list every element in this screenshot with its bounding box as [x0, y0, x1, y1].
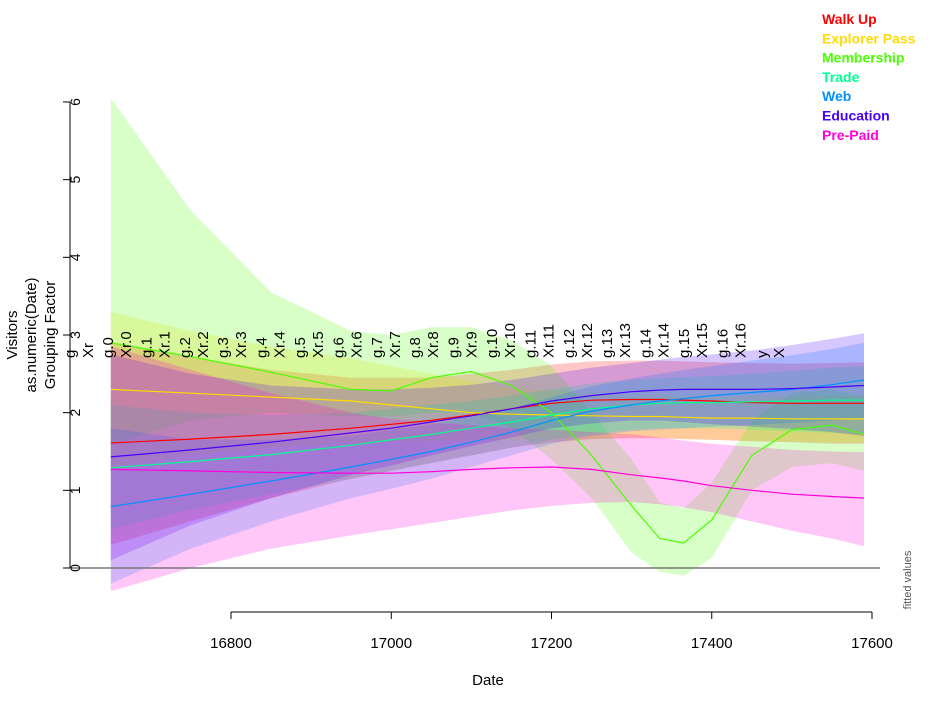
- legend-item-explorer-pass: Explorer Pass: [822, 30, 916, 46]
- term-labels: g Xr g.0 Xr.0 g.1 Xr.1 g.2 Xr.2 g.3 Xr.3 g.4 Xr.4 g.…: [62, 323, 788, 358]
- y-axis-label-grouping: Grouping Factor: [42, 281, 59, 389]
- fitted-lines: [110, 342, 865, 544]
- line-membership: [110, 342, 865, 544]
- line-walk-up: [110, 398, 864, 444]
- legend-item-membership: Membership: [822, 50, 904, 66]
- x-tick-label: 17000: [370, 635, 412, 652]
- x-axis: 16800 17000 17200 17400 17600: [210, 611, 893, 652]
- y-tick-label: 4: [67, 253, 83, 261]
- term-label: Xr.1: [156, 331, 173, 358]
- term-label: Xr: [80, 343, 97, 358]
- legend-item-education: Education: [822, 108, 890, 124]
- term-label: g.5: [292, 337, 309, 358]
- term-label: Xr.12: [579, 323, 596, 358]
- term-label: Xr.0: [118, 331, 135, 358]
- term-label: g: [62, 350, 79, 358]
- line-web: [110, 379, 865, 508]
- term-label: g.8: [407, 337, 424, 358]
- band-walk-up: [110, 342, 865, 545]
- x-axis-label: Date: [472, 672, 504, 689]
- band-membership: [110, 98, 865, 576]
- x-tick-label: 17200: [531, 635, 573, 652]
- term-label: Xr.7: [387, 331, 404, 358]
- term-label: g.9: [446, 337, 463, 358]
- legend: Walk Up Explorer Pass Membership Trade Web Ed…: [822, 11, 916, 143]
- x-tick-label: 16800: [210, 635, 252, 652]
- term-label: Xr.13: [617, 323, 634, 358]
- term-label: X: [771, 348, 788, 358]
- term-label: Xr.11: [540, 324, 557, 358]
- term-label: Xr.4: [272, 331, 289, 358]
- term-label: Xr.6: [348, 331, 365, 358]
- term-label: g.0: [100, 337, 117, 358]
- y-tick-label: 5: [67, 176, 83, 184]
- y-axis-label-visitors: Visitors: [4, 311, 21, 360]
- y-tick-label: 2: [67, 409, 83, 417]
- band-trade: [110, 366, 865, 530]
- legend-item-trade: Trade: [822, 69, 860, 85]
- term-label: g.10: [484, 329, 501, 358]
- term-label: Xr.14: [656, 323, 673, 358]
- y-tick-label: 1: [67, 486, 83, 494]
- term-label: g.15: [676, 329, 693, 358]
- line-trade: [110, 399, 864, 469]
- term-label: g.13: [599, 329, 616, 358]
- x-tick-label: 17400: [691, 635, 733, 652]
- term-label: g.14: [638, 329, 655, 358]
- term-label: g.16: [714, 329, 731, 358]
- term-label: y: [754, 350, 771, 358]
- term-label: Xr.2: [195, 331, 212, 358]
- band-explorer-pass: [110, 311, 865, 467]
- term-label: g.4: [254, 337, 271, 358]
- term-label: g.12: [561, 329, 578, 358]
- term-label: Xr.3: [233, 331, 250, 358]
- line-pre-paid: [110, 466, 865, 499]
- term-label: Xr.5: [310, 331, 327, 358]
- term-label: g.3: [215, 337, 232, 358]
- y-axis-label-date: as.numeric(Date): [23, 277, 40, 392]
- term-label: Xr.16: [732, 323, 749, 358]
- x-tick-label: 17600: [851, 635, 893, 652]
- line-education: [110, 384, 865, 458]
- y-axis: 0 1 2 3 4 5 6: [63, 98, 83, 572]
- y-tick-label: 0: [67, 564, 83, 572]
- term-label: Xr.9: [464, 331, 481, 358]
- term-label: g.11: [522, 330, 539, 358]
- legend-item-walk-up: Walk Up: [822, 11, 877, 27]
- term-label: g.1: [138, 337, 155, 358]
- term-label: g.7: [369, 337, 386, 358]
- right-label-fitted-values: fitted values: [902, 550, 914, 609]
- term-label: g.2: [177, 337, 194, 358]
- term-label: g.6: [330, 337, 347, 358]
- y-tick-label: 3: [67, 331, 83, 339]
- y-tick-label: 6: [67, 98, 83, 106]
- legend-item-web: Web: [822, 88, 851, 104]
- term-label: Xr.10: [502, 323, 519, 358]
- term-label: Xr.15: [694, 323, 711, 358]
- legend-item-pre-paid: Pre-Paid: [822, 127, 879, 143]
- term-label: Xr.8: [425, 331, 442, 358]
